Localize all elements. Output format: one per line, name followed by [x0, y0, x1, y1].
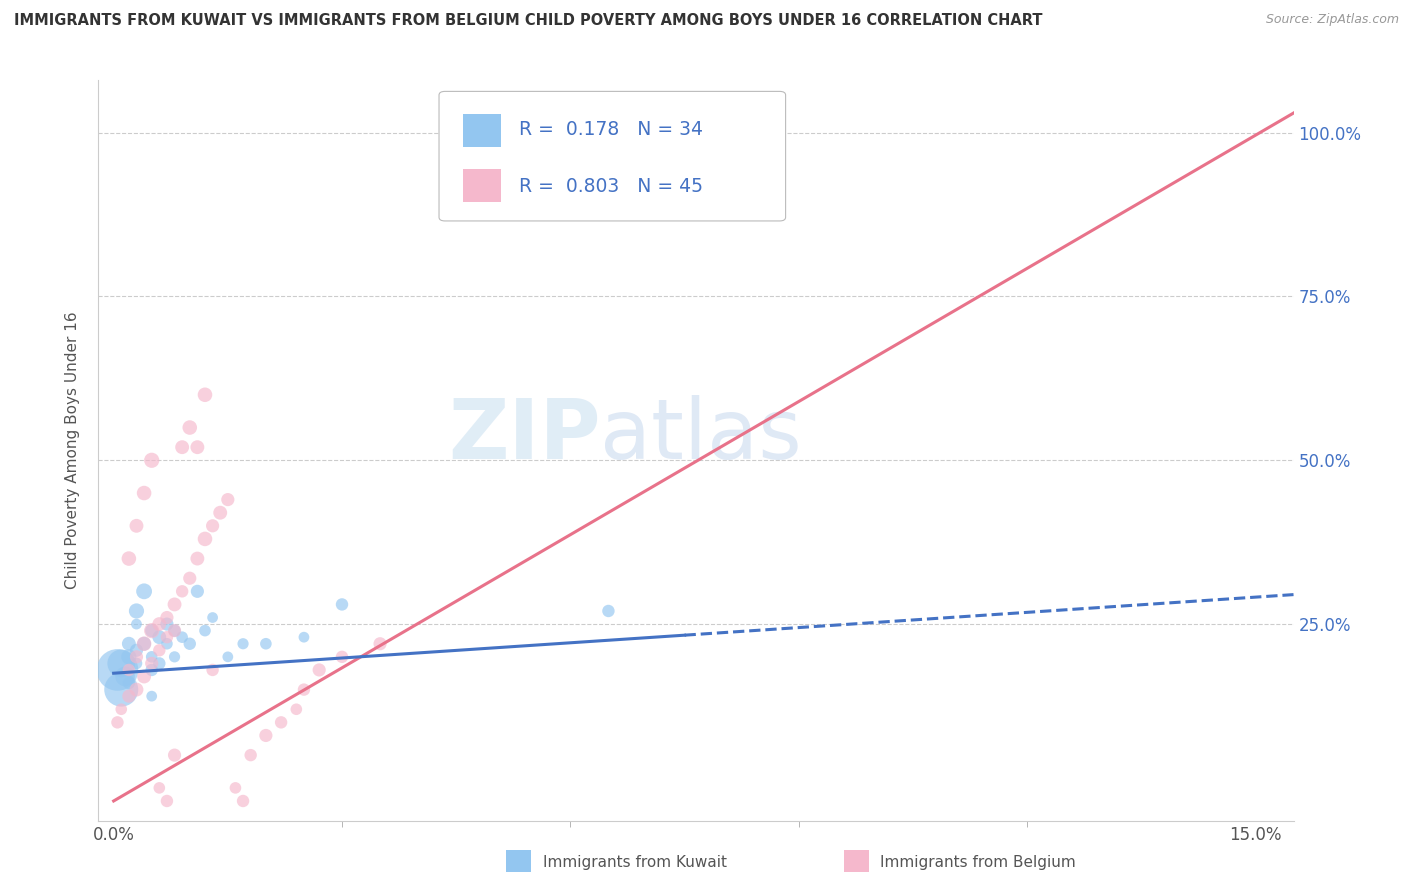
Point — [330, 649, 353, 664]
Point — [118, 689, 141, 703]
Point — [118, 663, 141, 677]
Point — [156, 630, 179, 644]
Point — [201, 663, 224, 677]
Point — [239, 748, 262, 763]
Point — [148, 643, 170, 657]
Text: Immigrants from Belgium: Immigrants from Belgium — [880, 855, 1076, 870]
Point — [156, 637, 179, 651]
Point — [330, 598, 353, 612]
Point — [179, 637, 201, 651]
Point — [125, 617, 148, 632]
Point — [194, 532, 217, 546]
Point — [110, 702, 132, 716]
Point — [141, 689, 163, 703]
Point — [110, 657, 132, 671]
Point — [148, 617, 170, 632]
Point — [163, 624, 186, 638]
Point — [186, 551, 208, 566]
Point — [156, 610, 179, 624]
Point — [194, 388, 217, 402]
Point — [125, 649, 148, 664]
Point — [132, 637, 155, 651]
Point — [107, 715, 129, 730]
Point — [141, 649, 163, 664]
Point — [254, 637, 277, 651]
Point — [163, 598, 186, 612]
Point — [232, 637, 254, 651]
Point — [118, 637, 141, 651]
Point — [194, 624, 217, 638]
Point — [186, 584, 208, 599]
Point — [172, 630, 194, 644]
Point — [172, 440, 194, 454]
FancyBboxPatch shape — [463, 169, 501, 202]
Point — [254, 729, 277, 743]
Text: Immigrants from Kuwait: Immigrants from Kuwait — [543, 855, 727, 870]
Point — [292, 630, 315, 644]
Point — [141, 624, 163, 638]
Point — [172, 584, 194, 599]
FancyBboxPatch shape — [463, 113, 501, 147]
Point — [163, 748, 186, 763]
Point — [141, 663, 163, 677]
Point — [125, 682, 148, 697]
Point — [107, 663, 129, 677]
Point — [232, 794, 254, 808]
Point — [148, 630, 170, 644]
Point — [125, 604, 148, 618]
Text: R =  0.803   N = 45: R = 0.803 N = 45 — [519, 177, 703, 195]
Point — [163, 624, 186, 638]
Y-axis label: Child Poverty Among Boys Under 16: Child Poverty Among Boys Under 16 — [65, 311, 80, 590]
Text: R =  0.178   N = 34: R = 0.178 N = 34 — [519, 120, 703, 139]
Text: IMMIGRANTS FROM KUWAIT VS IMMIGRANTS FROM BELGIUM CHILD POVERTY AMONG BOYS UNDER: IMMIGRANTS FROM KUWAIT VS IMMIGRANTS FRO… — [14, 13, 1043, 29]
Point — [148, 657, 170, 671]
Point — [201, 610, 224, 624]
Point — [118, 676, 141, 690]
Point — [217, 649, 239, 664]
Point — [224, 780, 246, 795]
Point — [156, 617, 179, 632]
Point — [132, 637, 155, 651]
Point — [186, 440, 208, 454]
FancyBboxPatch shape — [439, 91, 786, 221]
Point — [308, 663, 330, 677]
Point — [163, 649, 186, 664]
Point — [132, 584, 155, 599]
Point — [598, 604, 620, 618]
Point — [217, 492, 239, 507]
Point — [132, 669, 155, 683]
Point — [125, 657, 148, 671]
Point — [156, 794, 179, 808]
Text: Source: ZipAtlas.com: Source: ZipAtlas.com — [1265, 13, 1399, 27]
Point — [141, 453, 163, 467]
Point — [118, 649, 141, 664]
Point — [114, 669, 136, 683]
Point — [285, 702, 308, 716]
Point — [201, 518, 224, 533]
Text: ZIP: ZIP — [449, 395, 600, 476]
Point — [141, 657, 163, 671]
Point — [125, 518, 148, 533]
Point — [209, 506, 232, 520]
Point — [141, 624, 163, 638]
Text: atlas: atlas — [600, 395, 801, 476]
Point — [118, 551, 141, 566]
Point — [125, 643, 148, 657]
Point — [179, 420, 201, 434]
Point — [110, 682, 132, 697]
Point — [148, 780, 170, 795]
Point — [368, 637, 391, 651]
Point — [132, 486, 155, 500]
Point — [270, 715, 292, 730]
Point — [292, 682, 315, 697]
Point — [179, 571, 201, 585]
